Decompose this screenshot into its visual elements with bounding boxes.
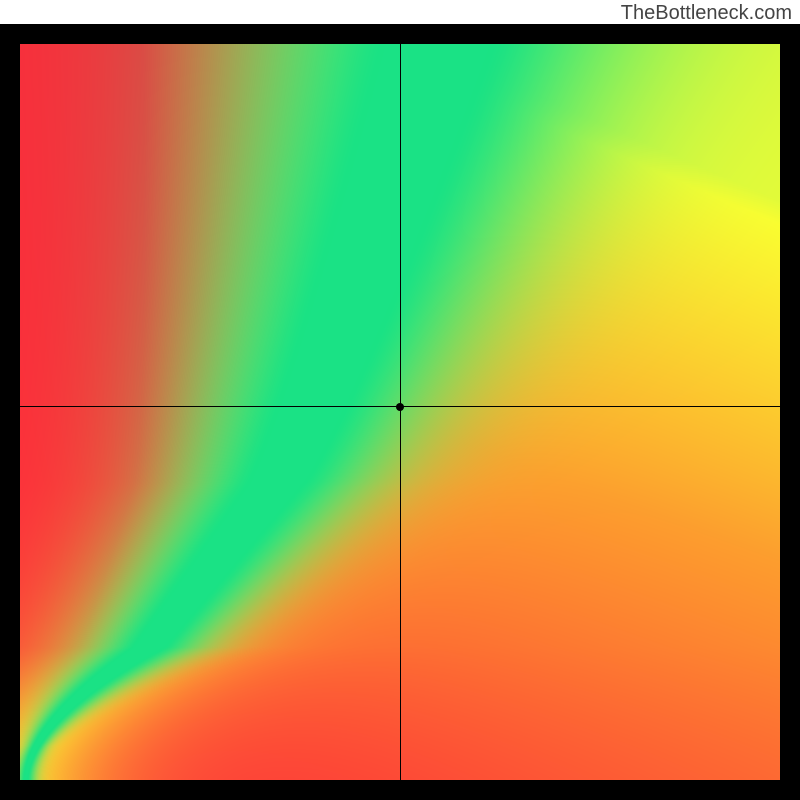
- crosshair-dot: [396, 403, 404, 411]
- crosshair-vertical: [400, 44, 401, 780]
- watermark-text: TheBottleneck.com: [621, 2, 792, 25]
